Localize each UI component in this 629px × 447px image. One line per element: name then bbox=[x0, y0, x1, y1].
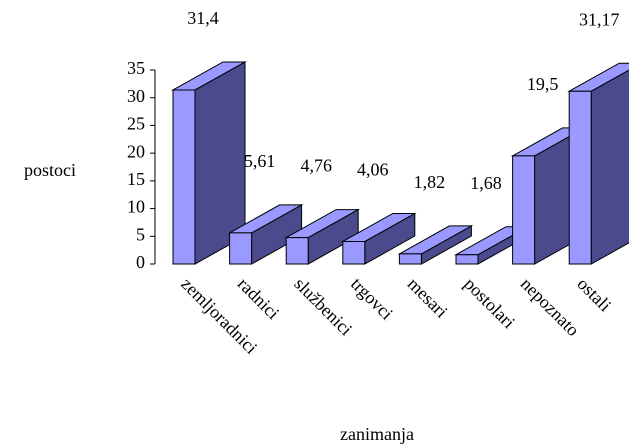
y-tick-label: 0 bbox=[136, 252, 145, 272]
bar-front bbox=[512, 155, 536, 265]
bar-front bbox=[285, 237, 309, 265]
y-tick-label: 20 bbox=[127, 141, 145, 161]
x-tick-label: ostali bbox=[573, 274, 615, 316]
bar-side bbox=[590, 69, 629, 265]
bar-front bbox=[568, 90, 592, 265]
bar bbox=[340, 212, 417, 265]
bar-front bbox=[172, 89, 196, 265]
bar-front bbox=[342, 240, 366, 265]
value-label: 4,06 bbox=[357, 160, 389, 180]
value-label: 5,61 bbox=[244, 151, 276, 171]
bar-front bbox=[455, 254, 479, 265]
value-label: 1,68 bbox=[470, 173, 502, 193]
bar-front bbox=[398, 253, 422, 265]
y-tick-label: 25 bbox=[127, 114, 145, 134]
y-tick-label: 35 bbox=[127, 58, 145, 78]
bar bbox=[227, 204, 304, 265]
x-tick-label: nepoznato bbox=[517, 274, 583, 340]
value-label: 31,4 bbox=[187, 8, 219, 28]
x-tick-label: mesari bbox=[404, 274, 452, 322]
value-label: 4,76 bbox=[300, 156, 332, 176]
x-tick-label: postolari bbox=[460, 274, 519, 333]
x-tick-label: radnici bbox=[234, 274, 283, 323]
y-tick-label: 30 bbox=[127, 86, 145, 106]
value-label: 1,82 bbox=[414, 172, 446, 192]
bar bbox=[397, 225, 474, 265]
bar bbox=[567, 62, 629, 265]
value-label: 19,5 bbox=[527, 74, 559, 94]
x-tick-label: trgovci bbox=[347, 274, 397, 324]
y-tick-label: 10 bbox=[127, 197, 145, 217]
x-axis-label: zanimanja bbox=[340, 424, 414, 444]
x-tick-label: službenici bbox=[290, 274, 356, 340]
bar-front bbox=[229, 232, 253, 265]
y-tick-label: 5 bbox=[136, 224, 145, 244]
y-tick-label: 15 bbox=[127, 169, 145, 189]
value-label: 31,17 bbox=[579, 9, 620, 29]
y-axis-label: postoci bbox=[24, 160, 76, 180]
